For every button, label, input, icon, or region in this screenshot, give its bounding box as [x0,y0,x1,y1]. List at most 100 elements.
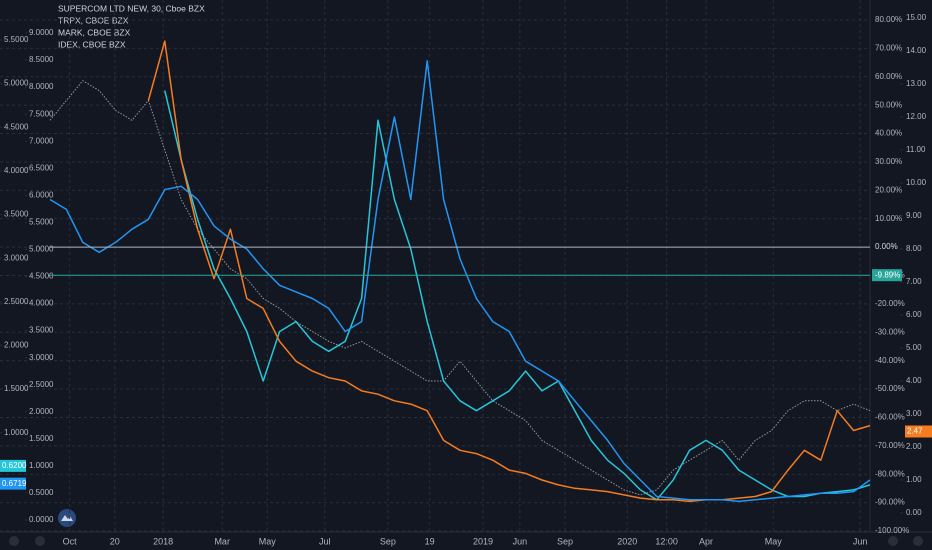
legend-entry: IDEX, CBOE BZX [58,39,126,49]
x-tick-label: 12:00 [655,536,678,546]
level-label: -9.89% [875,270,900,279]
y-tick-label: 15.00 [906,13,927,22]
y-tick-label: 9.00 [906,211,922,220]
y2-tick-label: -40.00% [875,356,905,365]
y-tick-label: 0.00 [906,508,922,517]
x-tick-label: Apr [699,536,713,546]
series-line [49,60,871,503]
x-tick-label: May [765,536,783,546]
y4-tick-label: 4.5000 [4,122,29,131]
x-tick-label: Jul [319,536,331,546]
y3-tick-label: 8.5000 [29,55,54,64]
y4-tick-label: 2.0000 [4,341,29,350]
price-badge [0,477,26,490]
y4-tick-label: 2.5000 [4,297,29,306]
y4-tick-label: 3.0000 [4,253,29,262]
x-tick-label: Sep [557,536,573,546]
series-line [164,90,871,501]
y3-tick-label: 2.0000 [29,407,54,416]
x-tick-label: Mar [214,536,230,546]
y3-tick-label: 6.0000 [29,190,54,199]
price-badge [0,459,26,472]
y3-tick-label: 6.5000 [29,163,54,172]
y2-tick-label: 70.00% [875,43,902,52]
toolbar [9,536,923,546]
y-tick-label: 5.00 [906,343,922,352]
y-tick-label: 4.00 [906,376,922,385]
y2-tick-label: 0.00% [875,242,898,251]
y2-tick-label: -70.00% [875,441,905,450]
price-label: 0.6200 [2,461,27,470]
y3-tick-label: 1.5000 [29,434,54,443]
y-tick-label: 7.00 [906,277,922,286]
y-tick-label: 3.00 [906,409,922,418]
y-tick-label: 6.00 [906,310,922,319]
y-tick-label: 11.00 [906,145,926,154]
y-tick-label: 13.00 [906,79,927,88]
y-tick-label: 14.00 [906,46,927,55]
y4-tick-label: 5.0000 [4,79,29,88]
x-tick-label: Oct [63,536,78,546]
x-tick-label: 20 [110,536,120,546]
legend-entry: SUPERCOM LTD NEW, 30, Cboe BZX [58,3,205,13]
level-label: 0.00% [875,242,898,251]
x-tick-label: May [259,536,277,546]
y3-tick-label: 1.0000 [29,461,54,470]
y2-tick-label: 10.00% [875,214,902,223]
y2-tick-label: 60.00% [875,72,902,81]
series-line [147,40,871,503]
y2-tick-label: 40.00% [875,129,902,138]
y-tick-label: 2.00 [906,442,922,451]
price-label: 2.47 [907,427,923,436]
y4-tick-label: 5.5000 [4,35,29,44]
y2-tick-label: -80.00% [875,469,905,478]
y-tick-label: 1.00 [906,475,922,484]
y3-tick-label: 0.0000 [29,515,54,524]
x-tick-label: Sep [380,536,396,546]
y3-tick-label: 4.5000 [29,272,54,281]
y3-tick-label: 0.5000 [29,488,54,497]
x-tick-label: Jun [513,536,528,546]
legend-entry: MARK, CBOE BZX [58,27,131,37]
y3-tick-label: 2.5000 [29,380,54,389]
y3-tick-label: 8.0000 [29,82,54,91]
y-tick-label: 10.00 [906,178,927,187]
y2-tick-label: 30.00% [875,157,902,166]
x-tick-label: 2020 [617,536,637,546]
tool-icon[interactable] [913,536,923,546]
y3-tick-label: 9.0000 [29,28,54,37]
y4-tick-label: 1.0000 [4,428,29,437]
y3-tick-label: 3.0000 [29,353,54,362]
price-label: 0.6719 [2,479,27,488]
tool-icon[interactable] [35,536,45,546]
tool-icon[interactable] [9,536,19,546]
y3-tick-label: 7.5000 [29,109,54,118]
level-badge [872,269,902,282]
y4-tick-label: 3.5000 [4,210,29,219]
y-tick-label: 8.00 [906,244,922,253]
y2-tick-label: -100.00% [875,526,909,535]
y-tick-label: 12.00 [906,112,927,121]
y3-tick-label: 7.0000 [29,136,54,145]
x-tick-label: 19 [425,536,435,546]
tool-icon[interactable] [888,536,898,546]
y3-tick-label: 5.5000 [29,217,54,226]
price-badge [905,425,932,438]
y2-tick-label: 20.00% [875,185,902,194]
y2-tick-label: -30.00% [875,327,905,336]
y2-tick-label: -20.00% [875,299,905,308]
y3-tick-label: 3.5000 [29,326,54,335]
x-tick-label: Jun [853,536,868,546]
y2-tick-label: 50.00% [875,100,902,109]
y4-tick-label: 4.0000 [4,166,29,175]
series-line [49,80,871,496]
y3-tick-label: 5.0000 [29,245,54,254]
y4-tick-label: 1.5000 [4,384,29,393]
y2-tick-label: -90.00% [875,498,905,507]
x-tick-label: 2019 [473,536,493,546]
y3-tick-label: 4.0000 [29,299,54,308]
y2-tick-label: -60.00% [875,413,905,422]
y2-tick-label: -50.00% [875,384,905,393]
